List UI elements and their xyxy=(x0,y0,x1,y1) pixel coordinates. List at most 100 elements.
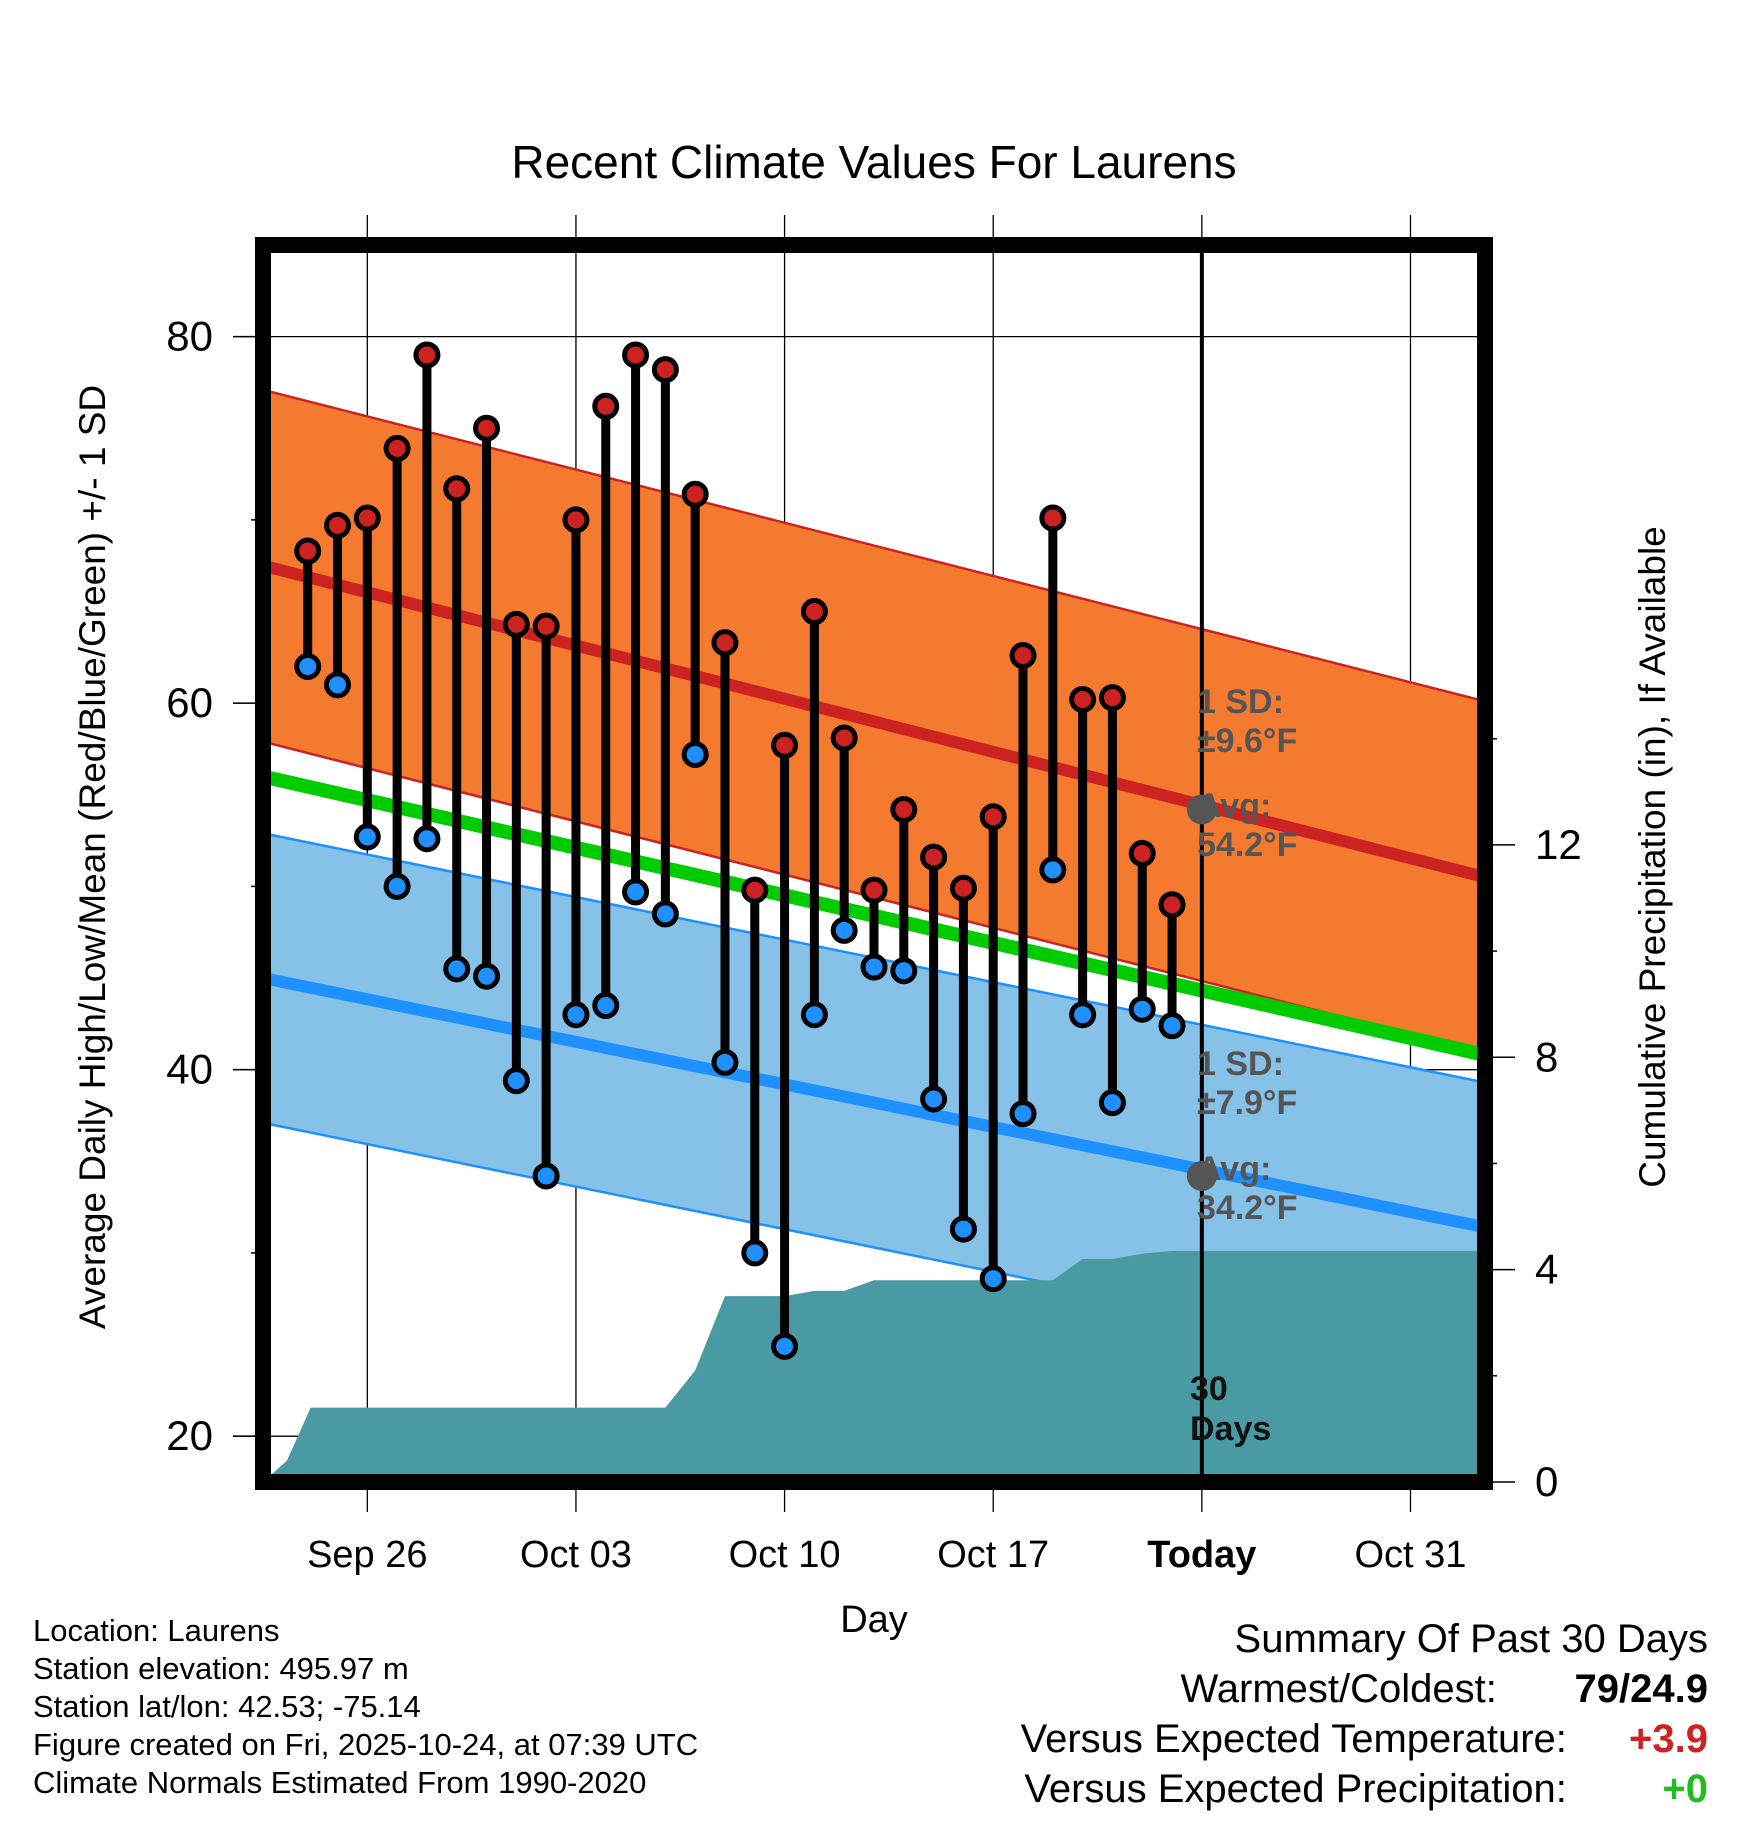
summary-precip: Versus Expected Precipitation: +0 xyxy=(1024,1767,1708,1812)
y-tick-label: 40 xyxy=(166,1046,213,1093)
location-text: Location: Laurens xyxy=(33,1613,280,1648)
high-point xyxy=(711,629,739,657)
annotations: 1 SD: ±9.6°F Avg: 54.2°F 1 SD: ±7.9°F Av… xyxy=(1190,683,1298,1448)
low-point xyxy=(443,955,471,983)
low-point xyxy=(860,953,888,981)
normals-text: Climate Normals Estimated From 1990-2020 xyxy=(33,1765,647,1800)
high-point xyxy=(1069,685,1097,713)
high-point xyxy=(562,506,590,534)
days-count: 30 xyxy=(1190,1370,1228,1408)
low-point xyxy=(324,671,352,699)
low-point xyxy=(1069,1001,1097,1029)
high-avg-value: 54.2°F xyxy=(1197,826,1298,864)
created-text: Figure created on Fri, 2025-10-24, at 07… xyxy=(33,1727,699,1762)
low-point xyxy=(1098,1089,1126,1117)
summary-title: Summary Of Past 30 Days xyxy=(1234,1617,1708,1661)
low-sd-value: ±7.9°F xyxy=(1197,1084,1297,1122)
latlon-text: Station lat/lon: 42.53; -75.14 xyxy=(33,1689,421,1724)
high-point xyxy=(771,731,799,759)
x-tick-label: Oct 03 xyxy=(520,1534,632,1576)
high-sd-label: 1 SD: xyxy=(1197,683,1284,721)
high-point xyxy=(324,511,352,539)
low-point xyxy=(830,916,858,944)
low-point xyxy=(473,962,501,990)
x-axis-label: Day xyxy=(840,1599,908,1641)
low-point xyxy=(741,1239,769,1267)
high-point xyxy=(592,392,620,420)
high-point xyxy=(353,504,381,532)
high-avg-label: Avg: xyxy=(1197,787,1271,825)
high-point xyxy=(1009,642,1037,670)
x-tick-label: Today xyxy=(1147,1534,1256,1576)
temp-value: +3.9 xyxy=(1629,1717,1708,1761)
y2-tick-label: 4 xyxy=(1535,1246,1558,1293)
high-point xyxy=(949,874,977,902)
low-point xyxy=(502,1067,530,1095)
today-low-avg-marker xyxy=(1186,1160,1217,1191)
y-axis-label: Average Daily High/Low/Mean (Red/Blue/Gr… xyxy=(72,385,113,1329)
high-point xyxy=(1128,839,1156,867)
axes: 20 40 60 80 0 4 8 12 Sep 26 Oct 03 Oct 10 Oct 17 Tod… xyxy=(72,313,1673,1641)
high-point xyxy=(800,598,828,626)
high-point xyxy=(294,537,322,565)
summary-temp: Versus Expected Temperature: +3.9 xyxy=(1021,1717,1708,1762)
low-point xyxy=(413,825,441,853)
high-point xyxy=(741,876,769,904)
x-tick-label: Oct 10 xyxy=(729,1534,841,1576)
low-point xyxy=(294,652,322,680)
low-sd-label: 1 SD: xyxy=(1197,1045,1284,1083)
station-info: Location: Laurens Station elevation: 495… xyxy=(33,1612,698,1802)
chart-title: Recent Climate Values For Laurens xyxy=(511,136,1236,188)
low-avg-value: 34.2°F xyxy=(1197,1189,1298,1227)
low-point xyxy=(681,740,709,768)
low-point xyxy=(1009,1100,1037,1128)
precip-area xyxy=(263,1251,1485,1482)
y2-tick-label: 12 xyxy=(1535,821,1582,868)
low-point xyxy=(1128,995,1156,1023)
warm-cold-value: 79/24.9 xyxy=(1574,1667,1708,1711)
precip-value: +0 xyxy=(1662,1767,1708,1811)
high-point xyxy=(473,414,501,442)
elevation-text: Station elevation: 495.97 m xyxy=(33,1651,409,1686)
y-tick-label: 80 xyxy=(166,313,213,360)
x-tick-label: Sep 26 xyxy=(307,1534,427,1576)
high-point xyxy=(920,843,948,871)
low-point xyxy=(771,1332,799,1360)
low-point xyxy=(800,1001,828,1029)
low-point xyxy=(1158,1012,1186,1040)
days-word: Days xyxy=(1190,1410,1271,1448)
high-point xyxy=(1098,684,1126,712)
low-point xyxy=(949,1215,977,1243)
y2-tick-label: 8 xyxy=(1535,1033,1558,1080)
low-point xyxy=(622,878,650,906)
high-point xyxy=(1158,891,1186,919)
today-high-avg-marker xyxy=(1186,794,1217,825)
low-point xyxy=(353,823,381,851)
high-point xyxy=(830,724,858,752)
warm-cold-label: Warmest/Coldest: xyxy=(1180,1667,1497,1711)
temp-label: Versus Expected Temperature: xyxy=(1020,1717,1567,1761)
high-sd-value: ±9.6°F xyxy=(1197,722,1297,760)
high-point xyxy=(890,795,918,823)
high-point xyxy=(443,475,471,503)
low-point xyxy=(979,1265,1007,1293)
high-point xyxy=(383,434,411,462)
low-point xyxy=(1039,856,1067,884)
high-point xyxy=(1039,504,1067,532)
summary-warm-cold: Warmest/Coldest: 79/24.9 xyxy=(1181,1667,1709,1712)
x-tick-label: Oct 31 xyxy=(1355,1534,1467,1576)
high-point xyxy=(979,803,1007,831)
y2-tick-label: 0 xyxy=(1535,1458,1558,1505)
low-point xyxy=(920,1085,948,1113)
low-point xyxy=(562,1001,590,1029)
high-point xyxy=(502,610,530,638)
plot-area xyxy=(263,245,1485,1482)
low-point xyxy=(383,872,411,900)
low-point xyxy=(592,992,620,1020)
y-tick-label: 60 xyxy=(166,679,213,726)
low-normal-line xyxy=(263,972,1485,1234)
low-point xyxy=(890,957,918,985)
high-point xyxy=(622,341,650,369)
high-point xyxy=(860,876,888,904)
